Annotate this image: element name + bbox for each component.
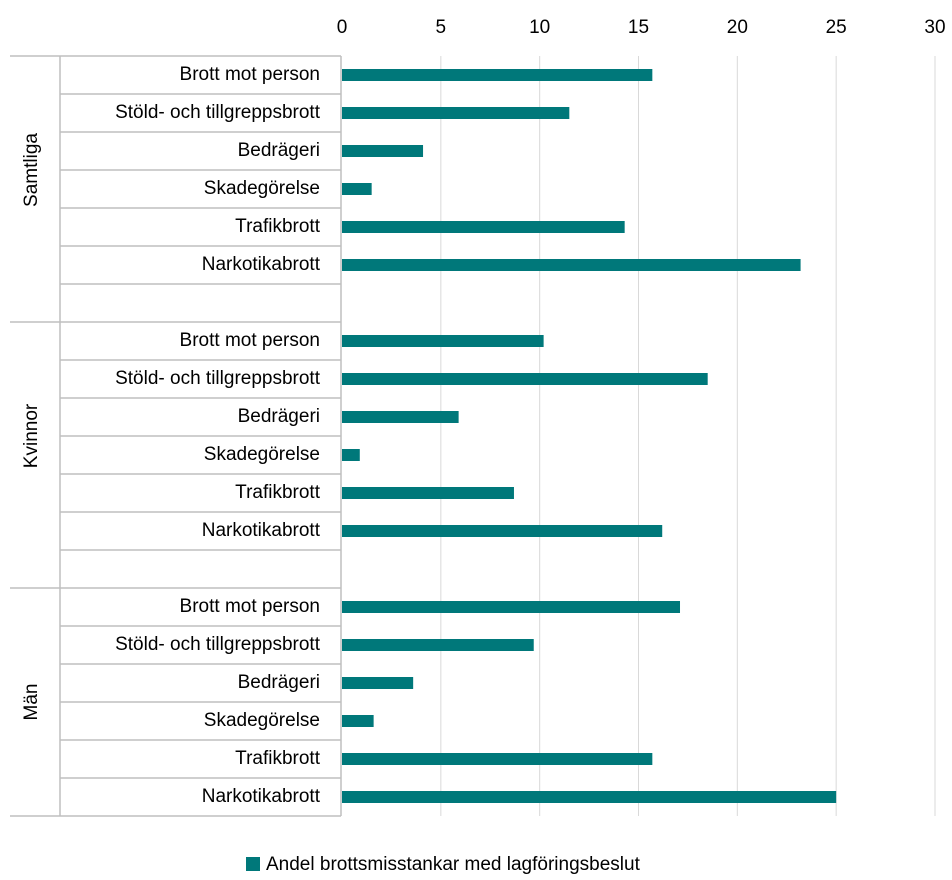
y-tick-label: Stöld- och tillgreppsbrott: [115, 368, 321, 389]
y-tick-label: Skadegörelse: [204, 710, 320, 731]
bar: [342, 69, 653, 81]
y-tick-label: Brott mot person: [180, 596, 320, 617]
y-tick-label: Brott mot person: [180, 64, 320, 85]
bar: [342, 601, 681, 613]
bar: [342, 715, 374, 727]
bar: [342, 753, 653, 765]
bar: [342, 525, 663, 537]
y-tick-label: Trafikbrott: [235, 482, 321, 503]
bar: [342, 145, 424, 157]
x-tick-label: 0: [337, 17, 348, 38]
group-label: Samtliga: [21, 133, 42, 207]
bar: [342, 335, 544, 347]
x-tick-label: 30: [924, 17, 945, 38]
bar: [342, 259, 801, 271]
group-label: Kvinnor: [21, 403, 42, 468]
y-tick-label: Stöld- och tillgreppsbrott: [115, 634, 321, 655]
y-tick-label: Narkotikabrott: [202, 520, 321, 541]
y-tick-label: Bedrägeri: [238, 672, 320, 693]
bar: [342, 221, 625, 233]
x-tick-label: 10: [529, 17, 550, 38]
legend-swatch: [246, 857, 260, 871]
bar: [342, 487, 514, 499]
y-tick-label: Skadegörelse: [204, 444, 320, 465]
y-tick-label: Trafikbrott: [235, 748, 321, 769]
bar: [342, 373, 708, 385]
y-tick-label: Bedrägeri: [238, 140, 320, 161]
bar: [342, 183, 372, 195]
y-tick-label: Skadegörelse: [204, 178, 320, 199]
x-tick-label: 25: [826, 17, 847, 38]
legend-label: Andel brottsmisstankar med lagföringsbes…: [266, 854, 641, 875]
y-tick-label: Bedrägeri: [238, 406, 320, 427]
y-tick-label: Narkotikabrott: [202, 786, 321, 807]
bar: [342, 449, 360, 461]
y-tick-label: Brott mot person: [180, 330, 320, 351]
x-tick-label: 5: [436, 17, 447, 38]
x-tick-label: 15: [628, 17, 649, 38]
y-tick-label: Trafikbrott: [235, 216, 321, 237]
group-label: Män: [21, 684, 42, 721]
bar: [342, 107, 570, 119]
bar: [342, 411, 459, 423]
x-tick-label: 20: [727, 17, 748, 38]
bar: [342, 639, 534, 651]
bar: [342, 677, 414, 689]
y-tick-label: Stöld- och tillgreppsbrott: [115, 102, 321, 123]
y-tick-label: Narkotikabrott: [202, 254, 321, 275]
bar: [342, 791, 837, 803]
